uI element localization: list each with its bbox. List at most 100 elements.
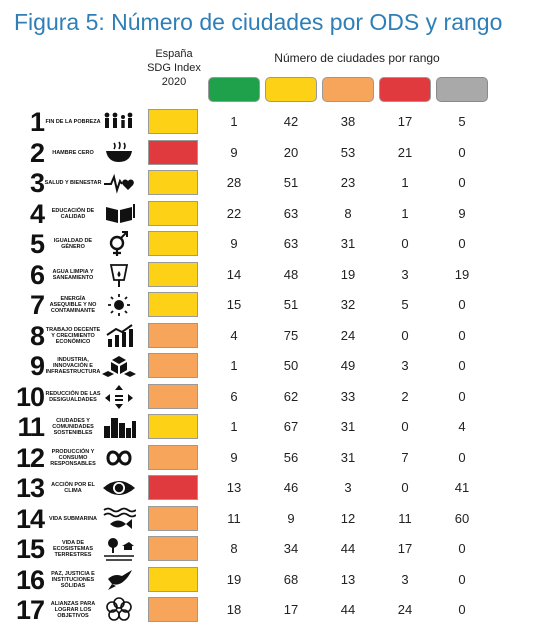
cell-count-yellow: 20	[283, 144, 299, 160]
cell-count-grey: 0	[458, 327, 466, 343]
goal-name: Trabajo decente y crecimiento económico	[45, 326, 101, 345]
cell-count-red: 11	[398, 510, 412, 526]
cell-count-grey: 0	[458, 449, 466, 465]
cell-count-orange: 44	[340, 541, 356, 556]
cell-count-green: 9	[230, 449, 238, 465]
spain-sdg-swatch	[148, 383, 198, 409]
table-row: 11 Ciudades y comunidades sostenibles 1 67 3…	[0, 412, 537, 442]
cell-count-orange: 12	[340, 510, 356, 526]
table-row: 6 Agua limpia y saneamiento 14 48 19 3 19	[0, 260, 537, 290]
goal-number: 12	[15, 442, 45, 473]
table-row: 9 Industria, innovación e infraestructura…	[0, 351, 537, 381]
goal-name: Educación de calidad	[51, 207, 95, 220]
cell-count-green: 11	[227, 510, 241, 526]
cell-count-yellow: 46	[283, 480, 299, 495]
table-row: 7 Energía asequible y no contaminante 15 51…	[0, 290, 537, 320]
cell-count-green: 19	[226, 571, 242, 587]
goal-name: Acción por el clima	[51, 482, 95, 494]
goal-number: 16	[15, 564, 45, 595]
goal-number: 15	[15, 534, 45, 564]
cell-count-yellow: 56	[283, 449, 299, 465]
table-row: 14 Vida submarina 11 9 12 11 60	[0, 504, 537, 534]
sdg-index-header-line: SDG Index	[147, 62, 201, 74]
cell-count-orange: 32	[340, 297, 356, 312]
cell-count-orange: 31	[340, 419, 356, 434]
spain-sdg-swatch	[148, 109, 198, 134]
cell-count-red: 0	[401, 419, 409, 434]
cell-count-yellow: 63	[283, 205, 299, 221]
chart-title: Figura 5: Número de ciudades por ODS y r…	[14, 9, 503, 35]
cell-count-yellow: 75	[283, 327, 299, 343]
cell-count-grey: 0	[458, 297, 466, 312]
sdg-index-header: España SDG Index 2020	[138, 47, 210, 89]
infinity-icon	[102, 445, 136, 471]
cell-count-red: 1	[401, 205, 409, 221]
cell-count-yellow: 63	[283, 236, 299, 251]
cell-count-green: 6	[230, 388, 238, 404]
cell-count-green: 4	[230, 327, 238, 343]
cell-count-red: 7	[401, 449, 409, 465]
cell-count-orange: 44	[340, 602, 356, 617]
cell-count-green: 15	[226, 297, 242, 312]
cell-count-yellow: 50	[283, 358, 299, 373]
goal-number: 3	[29, 168, 45, 198]
spain-sdg-swatch	[148, 231, 198, 256]
growth-chart-icon	[102, 323, 136, 349]
cell-count-orange: 38	[340, 114, 356, 129]
bowl-icon	[102, 140, 136, 166]
spain-sdg-swatch	[148, 139, 198, 165]
cell-count-grey: 5	[458, 114, 466, 129]
cell-count-red: 0	[401, 236, 409, 251]
goal-name: Energía asequible y no contaminante	[49, 296, 97, 314]
goal-name: Vida submarina	[48, 515, 98, 522]
legend-swatch-orange	[322, 77, 374, 102]
cell-count-grey: 0	[458, 236, 466, 251]
table-row: 13 Acción por el clima 13 46 3 0 41	[0, 473, 537, 503]
table-row: 17 Alianzas para lograr los objetivos 18 17…	[0, 595, 537, 625]
spain-sdg-swatch	[148, 353, 198, 378]
table-row: 5 Igualdad de género 9 63 31 0 0	[0, 229, 537, 259]
water-icon	[102, 262, 136, 288]
table-row: 16 Paz, justicia e instituciones sólidas 1…	[0, 565, 537, 595]
fish-icon	[102, 506, 137, 532]
spain-sdg-swatch	[148, 536, 198, 561]
goal-name: Igualdad de género	[53, 238, 93, 250]
cell-count-green: 14	[226, 266, 242, 282]
cell-count-orange: 24	[340, 327, 356, 343]
spain-sdg-swatch	[148, 261, 198, 287]
cell-count-grey: 0	[458, 602, 466, 617]
cell-count-grey: 9	[458, 205, 466, 221]
goal-name: Paz, justicia e instituciones sólidas	[51, 570, 95, 589]
cell-count-grey: 0	[458, 175, 466, 190]
goal-number: 1	[29, 107, 45, 137]
cell-count-green: 9	[230, 236, 238, 251]
cell-count-yellow: 42	[283, 114, 299, 129]
tree-icon	[102, 536, 136, 562]
spain-sdg-swatch	[148, 200, 198, 226]
table-row: 15 Vida de ecosistemas terrestres 8 34 44 17 0	[0, 534, 537, 564]
city-icon	[102, 414, 136, 440]
cubes-icon	[102, 353, 136, 379]
sdg-index-header-line: España	[155, 48, 193, 60]
cell-count-yellow: 34	[283, 541, 299, 556]
cell-count-green: 1	[230, 114, 238, 129]
goal-number: 2	[29, 137, 45, 168]
cell-count-yellow: 51	[283, 297, 299, 312]
goal-number: 9	[29, 351, 45, 381]
goal-name: Producción y consumo responsables	[50, 448, 96, 467]
legend-swatch-grey	[436, 77, 488, 102]
cell-count-red: 17	[397, 114, 413, 129]
spain-sdg-swatch	[148, 170, 198, 195]
cell-count-grey: 41	[454, 480, 470, 495]
goal-name: Industria, innovación e infraestructura	[45, 357, 101, 375]
cell-count-grey: 19	[454, 266, 470, 282]
goal-number: 13	[15, 473, 45, 503]
cell-count-orange: 31	[340, 236, 356, 251]
gender-icon	[102, 231, 136, 257]
cell-count-red: 3	[401, 571, 409, 587]
cell-count-grey: 0	[458, 571, 466, 587]
table-row: 10 Reducción de las desigualdades 6 62 33 2 0	[0, 382, 537, 412]
flower-rings-icon	[102, 597, 136, 623]
cell-count-red: 2	[401, 388, 409, 404]
cell-count-yellow: 62	[283, 388, 299, 404]
